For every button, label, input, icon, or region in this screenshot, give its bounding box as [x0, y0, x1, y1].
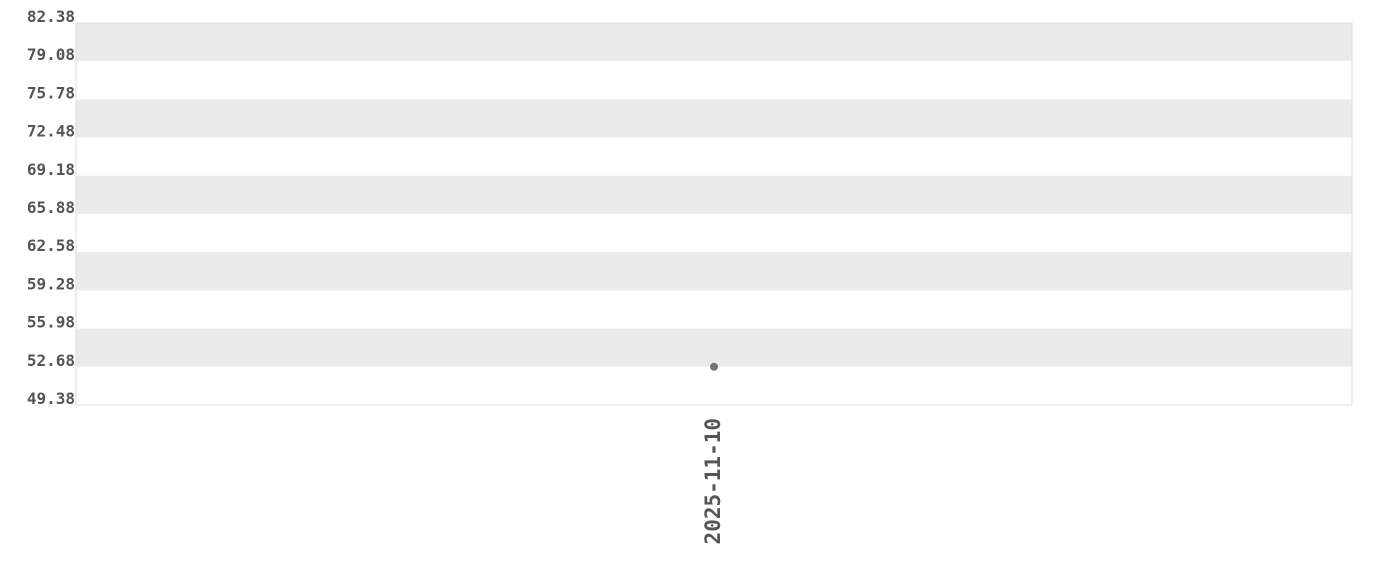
grid-band: [76, 175, 1352, 214]
y-tick-label: 65.88: [27, 198, 75, 217]
y-tick-label: 59.28: [27, 274, 75, 293]
grid-band: [76, 366, 1352, 405]
y-tick-label: 75.78: [27, 83, 75, 102]
grid-band: [76, 328, 1352, 367]
y-tick-label: 72.48: [27, 122, 75, 141]
y-tick-label: 55.98: [27, 313, 75, 332]
grid-band: [76, 61, 1352, 100]
x-tick-label: 2025-11-10: [701, 418, 725, 544]
grid-band: [76, 137, 1352, 176]
data-point: [710, 362, 718, 371]
y-tick-label: 62.58: [27, 236, 75, 255]
grid-band: [76, 252, 1352, 291]
y-tick-label: 49.38: [27, 389, 75, 408]
y-axis-ticks: 82.38 79.08 75.78 72.48 69.18 65.88 62.58 59.28…: [27, 7, 75, 408]
grid-band: [76, 290, 1352, 329]
grid-bands: [76, 23, 1352, 405]
y-tick-label: 69.18: [27, 160, 75, 179]
grid-band: [76, 99, 1352, 138]
y-tick-label: 52.68: [27, 351, 75, 370]
y-tick-label: 82.38: [27, 7, 75, 26]
plot-frame: [75, 22, 1353, 406]
data-points: [710, 362, 718, 371]
x-axis-ticks: 2025-11-10: [701, 418, 725, 544]
grid-band: [76, 23, 1352, 62]
grid-band: [76, 214, 1352, 253]
y-tick-label: 79.08: [27, 45, 75, 64]
